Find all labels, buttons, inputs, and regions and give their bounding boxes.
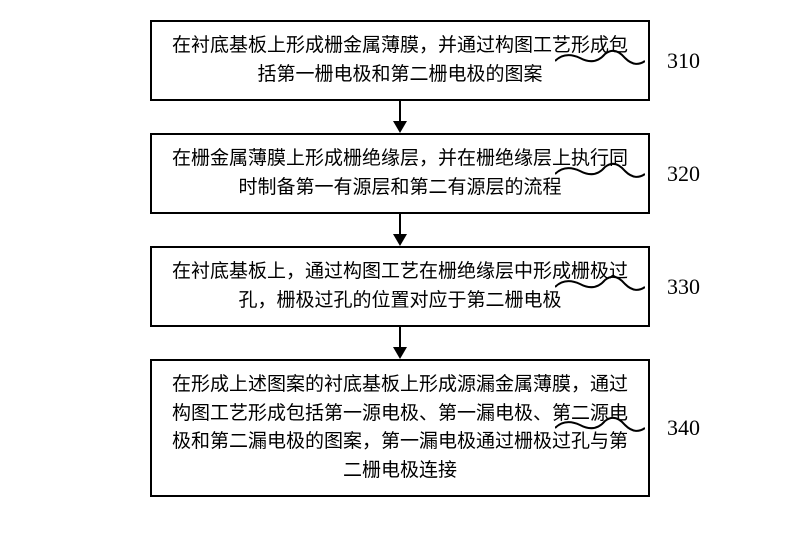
arrow-1 [393, 101, 407, 133]
brace-connector-2 [555, 159, 645, 189]
step-label-1: 310 [667, 48, 700, 74]
step-label-3: 330 [667, 274, 700, 300]
arrow-head [393, 347, 407, 359]
step-label-4: 340 [667, 415, 700, 441]
brace-connector-3 [555, 272, 645, 302]
step-row-2: 在栅金属薄膜上形成栅绝缘层，并在栅绝缘层上执行同时制备第一有源层和第二有源层的流… [40, 133, 760, 214]
step-label-2: 320 [667, 161, 700, 187]
process-flowchart: 在衬底基板上形成栅金属薄膜，并通过构图工艺形成包括第一栅电极和第二栅电极的图案 … [40, 20, 760, 497]
arrow-line [399, 327, 401, 347]
brace-connector-4 [555, 413, 645, 443]
arrow-head [393, 121, 407, 133]
arrow-2 [393, 214, 407, 246]
step-row-3: 在衬底基板上，通过构图工艺在栅绝缘层中形成栅极过孔，栅极过孔的位置对应于第二栅电… [40, 246, 760, 327]
step-row-4: 在形成上述图案的衬底基板上形成源漏金属薄膜，通过构图工艺形成包括第一源电极、第一… [40, 359, 760, 497]
arrow-3 [393, 327, 407, 359]
brace-connector-1 [555, 46, 645, 76]
arrow-head [393, 234, 407, 246]
arrow-line [399, 214, 401, 234]
arrow-line [399, 101, 401, 121]
step-row-1: 在衬底基板上形成栅金属薄膜，并通过构图工艺形成包括第一栅电极和第二栅电极的图案 … [40, 20, 760, 101]
